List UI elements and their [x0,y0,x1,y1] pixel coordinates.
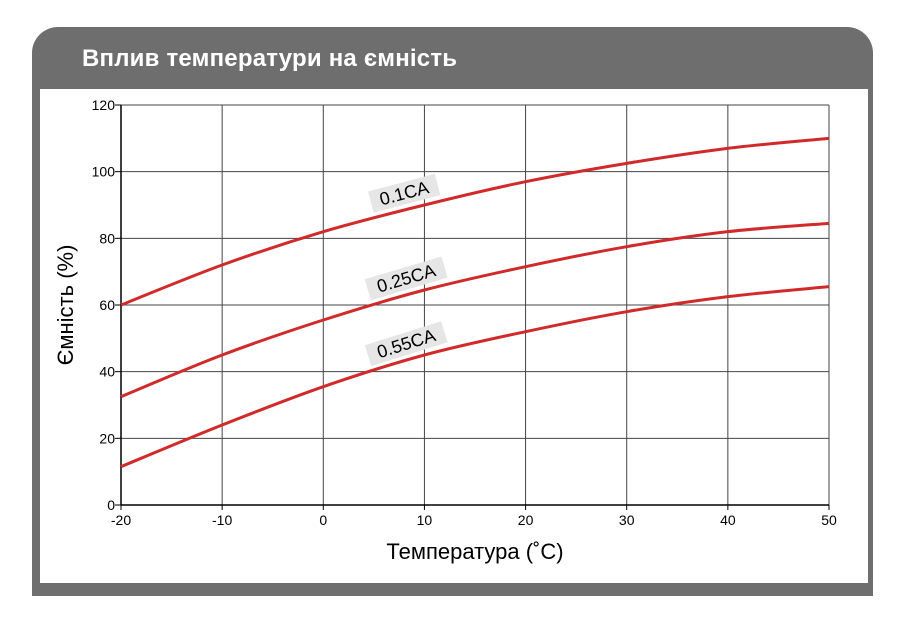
x-tick-label: 0 [319,512,327,528]
x-tick-label: 20 [518,512,534,528]
x-tick-label: -10 [212,512,232,528]
capacity-temperature-chart: 0 20 40 60 80 100 120 -20 -10 0 10 20 30 40 50 Температ… [53,97,837,564]
x-tick-label: 30 [619,512,635,528]
chart-panel: 0 20 40 60 80 100 120 -20 -10 0 10 20 30 40 50 Температ… [40,89,868,583]
card-header: Вплив температури на ємність [32,27,873,89]
x-tick-label: 10 [417,512,433,528]
x-tick-label: 50 [821,512,837,528]
y-tick-label: 100 [92,164,116,180]
series-line [120,136,830,307]
y-tick-label: 120 [92,97,116,113]
chart-title: Вплив температури на ємність [82,45,458,72]
x-tick-label: 40 [720,512,736,528]
y-tick-label: 0 [107,497,115,513]
series-line [120,221,830,399]
series-label-background [364,321,448,367]
y-tick-label: 60 [99,297,115,313]
y-axis-title: Ємність (%) [53,245,78,366]
x-axis-title: Температура (˚C) [386,539,563,564]
series-line [120,285,830,469]
y-tick-label: 80 [99,230,115,246]
chart-card: Вплив температури на ємність 0 20 40 60 80 10… [32,27,873,596]
series-label-background [368,173,441,213]
y-tick-label: 40 [99,364,115,380]
series-label-background [364,256,448,301]
x-tick-label: -20 [111,512,131,528]
y-tick-label: 20 [99,430,115,446]
